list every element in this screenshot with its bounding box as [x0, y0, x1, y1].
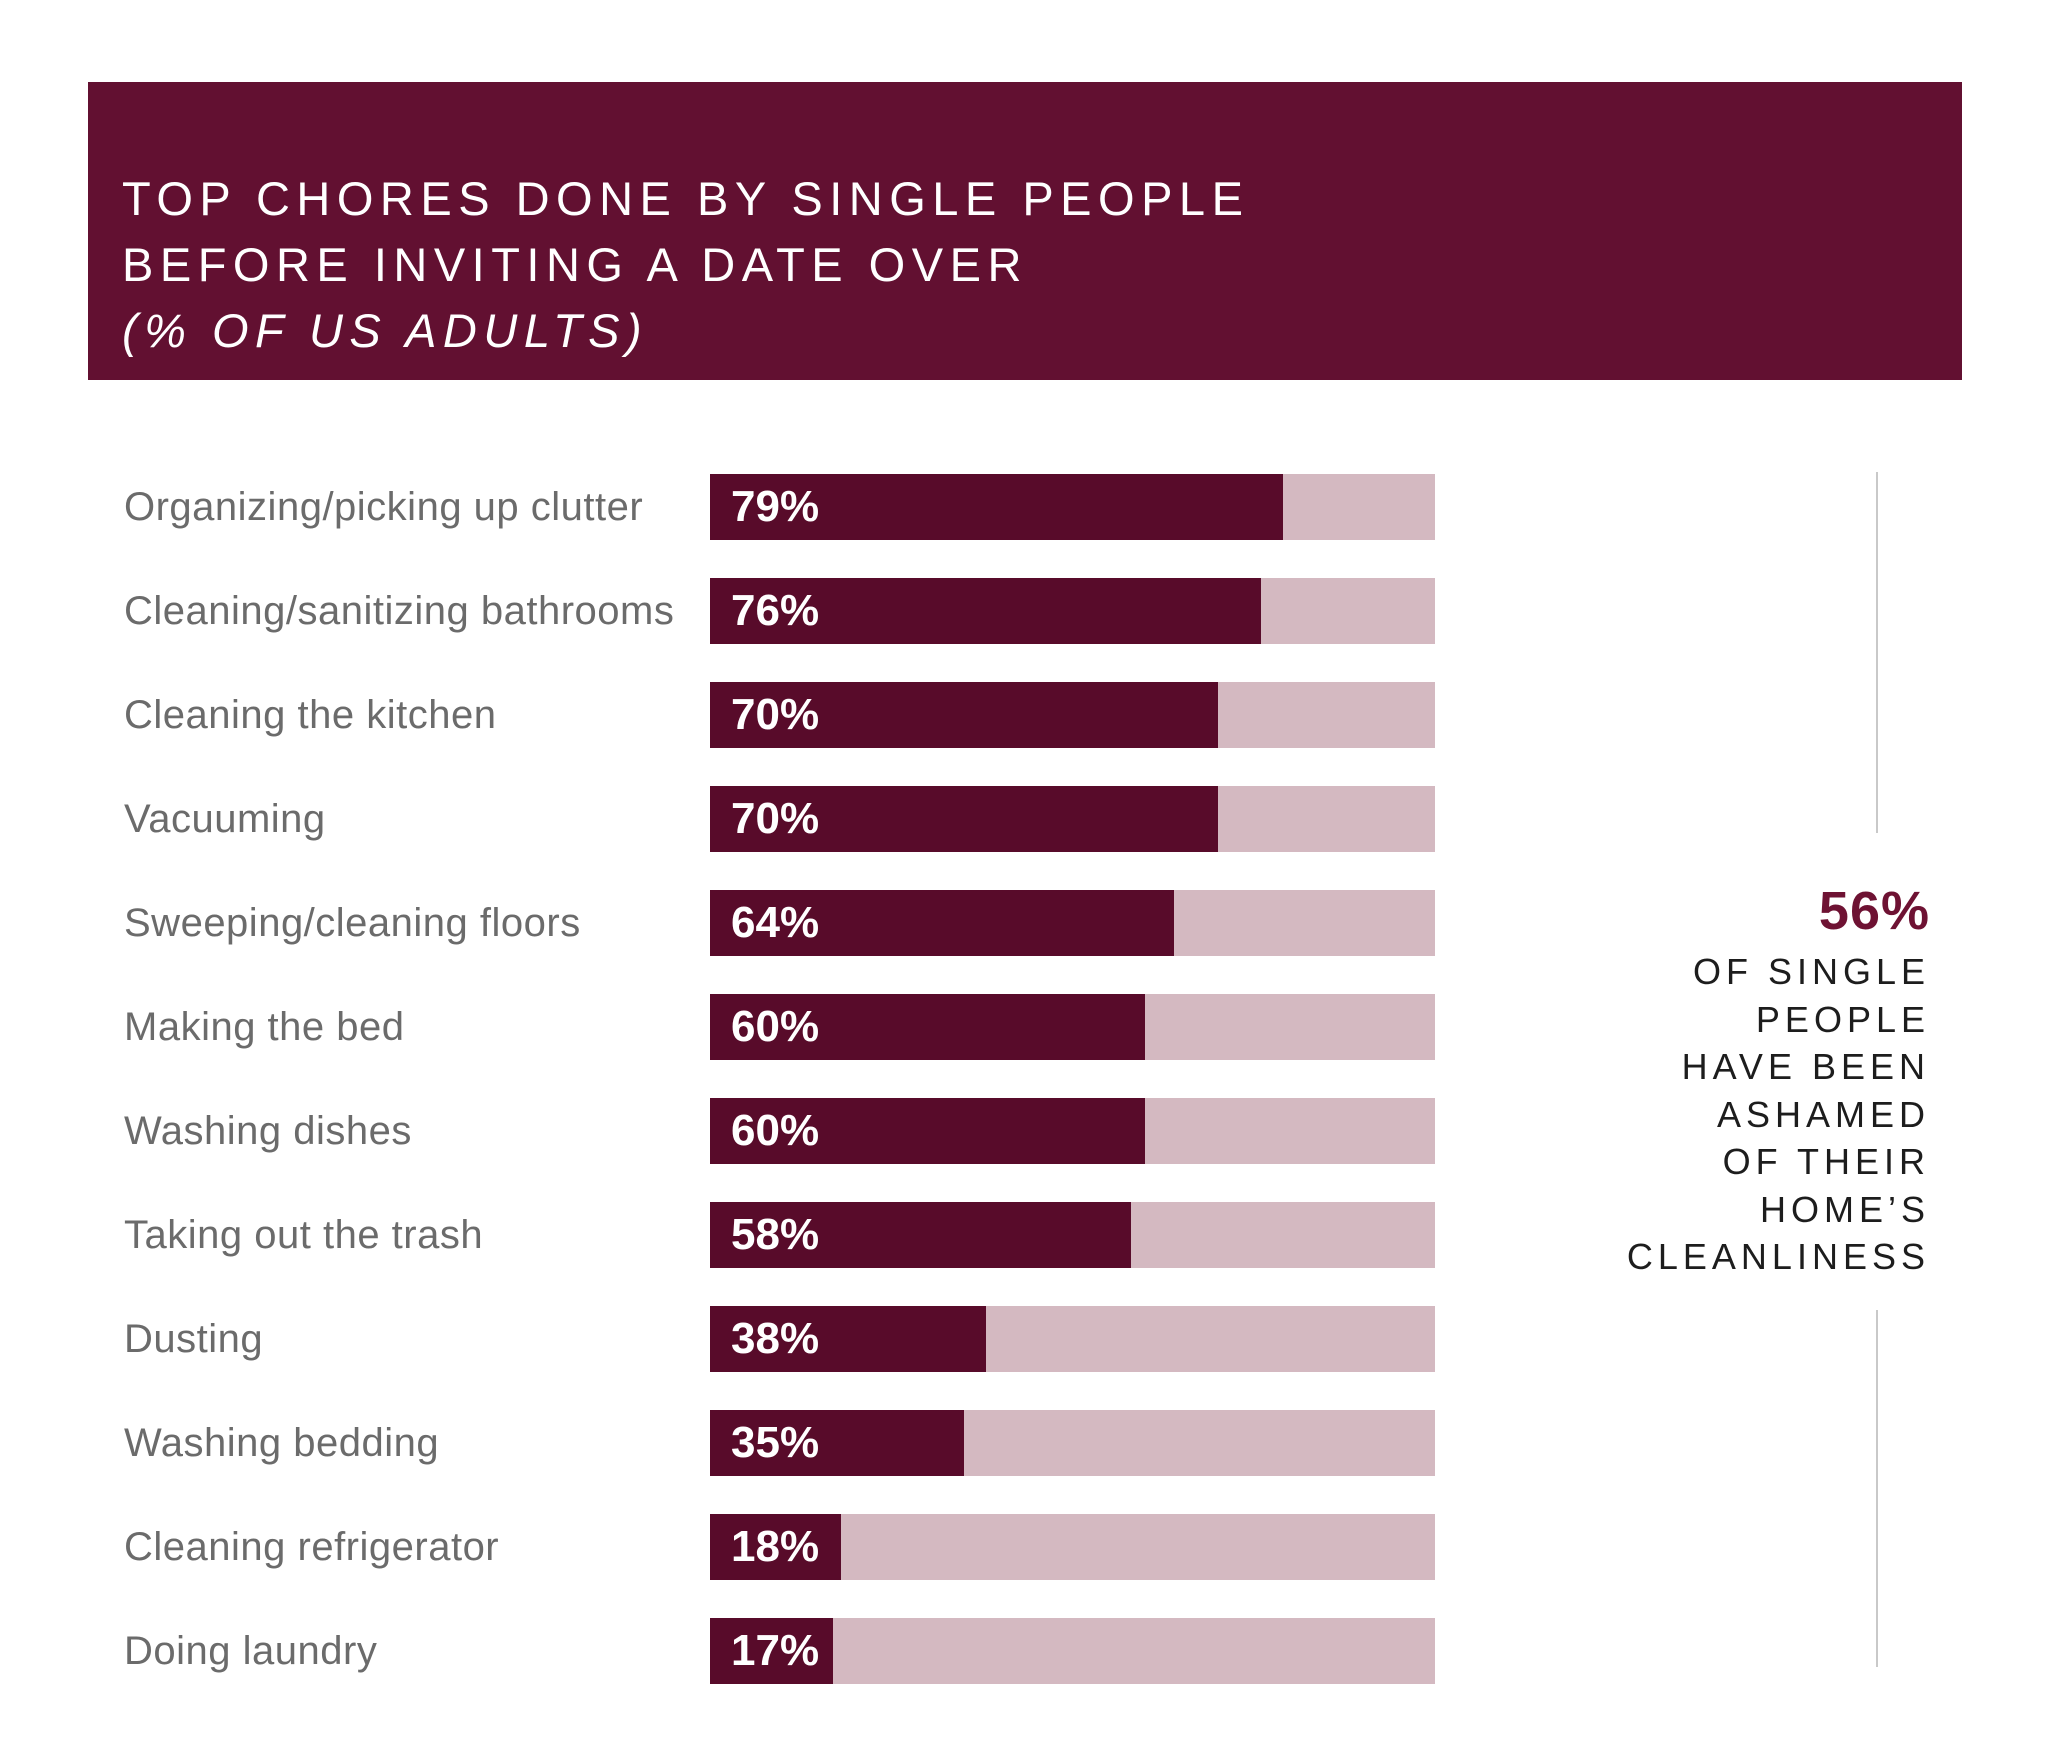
bar-fill: 60% — [710, 1098, 1145, 1164]
header-banner: TOP CHORES DONE BY SINGLE PEOPLE BEFORE … — [88, 82, 1962, 380]
bar-fill: 76% — [710, 578, 1261, 644]
category-label: Washing dishes — [124, 1108, 412, 1153]
page-subtitle: (% OF US ADULTS) — [122, 304, 649, 357]
bar-fill: 38% — [710, 1306, 986, 1372]
callout-line: OF SINGLE — [1692, 951, 1930, 992]
category-label: Sweeping/cleaning floors — [124, 900, 581, 945]
bar-value-label: 64% — [731, 898, 820, 947]
chart-row: Washing dishes 60% — [124, 1098, 1435, 1164]
callout-line: CLEANLINESS — [1626, 1236, 1930, 1277]
bar-value-label: 17% — [731, 1626, 820, 1675]
bar-track: 18% — [710, 1514, 1435, 1580]
callout-line: OF THEIR — [1722, 1141, 1930, 1182]
chart-row: Making the bed 60% — [124, 994, 1435, 1060]
bar-track: 70% — [710, 786, 1435, 852]
chart-row: Cleaning the kitchen 70% — [124, 682, 1435, 748]
bar-track: 35% — [710, 1410, 1435, 1476]
bar-track: 79% — [710, 474, 1435, 540]
bar-fill: 79% — [710, 474, 1283, 540]
category-label: Cleaning refrigerator — [124, 1524, 500, 1569]
bar-value-label: 70% — [731, 690, 820, 739]
bar-value-label: 70% — [731, 794, 820, 843]
chart-row: Vacuuming 70% — [124, 786, 1435, 852]
category-label: Making the bed — [124, 1004, 405, 1049]
bar-track: 60% — [710, 1098, 1435, 1164]
callout-line: PEOPLE — [1755, 998, 1930, 1040]
bar-chart: Organizing/picking up clutter 79% Cleaning… — [124, 474, 1435, 1684]
bar-value-label: 38% — [731, 1314, 820, 1363]
category-label: Washing bedding — [124, 1420, 440, 1465]
callout-line: HAVE BEEN — [1681, 1046, 1930, 1087]
bar-fill: 35% — [710, 1410, 964, 1476]
bar-track: 64% — [710, 890, 1435, 956]
chart-row: Organizing/picking up clutter 79% — [124, 474, 1435, 540]
bar-track: 76% — [710, 578, 1435, 644]
callout-line: HOME’S — [1759, 1188, 1930, 1230]
bar-value-label: 79% — [731, 482, 820, 531]
bar-fill: 70% — [710, 786, 1218, 852]
bar-track: 17% — [710, 1618, 1435, 1684]
chart-row: Cleaning refrigerator 18% — [124, 1514, 1435, 1580]
bar-fill: 58% — [710, 1202, 1131, 1268]
chart-row: Dusting 38% — [124, 1306, 1435, 1372]
chart-row: Sweeping/cleaning floors 64% — [124, 890, 1435, 956]
bar-track: 70% — [710, 682, 1435, 748]
bar-value-label: 60% — [731, 1002, 820, 1051]
bar-track: 38% — [710, 1306, 1435, 1372]
bar-track: 58% — [710, 1202, 1435, 1268]
bar-value-label: 76% — [731, 586, 820, 635]
category-label: Organizing/picking up clutter — [124, 484, 644, 529]
chart-row: Cleaning/sanitizing bathrooms 76% — [124, 578, 1435, 644]
vertical-rule-bottom — [1876, 1310, 1878, 1667]
bar-fill: 60% — [710, 994, 1145, 1060]
category-label: Vacuuming — [124, 796, 326, 841]
bar-fill: 17% — [710, 1618, 834, 1684]
bar-value-label: 60% — [731, 1106, 820, 1155]
page-title-line-1: TOP CHORES DONE BY SINGLE PEOPLE — [122, 172, 1250, 225]
chart-row: Taking out the trash 58% — [124, 1202, 1435, 1268]
chart-row: Doing laundry 17% — [124, 1618, 1435, 1684]
vertical-rule-top — [1876, 472, 1878, 833]
bar-fill: 64% — [710, 890, 1174, 956]
page-title-line-2: BEFORE INVITING A DATE OVER — [122, 238, 1028, 291]
callout-line: ASHAMED — [1716, 1093, 1930, 1135]
bar-fill: 18% — [710, 1514, 841, 1580]
category-label: Cleaning the kitchen — [124, 692, 497, 737]
bar-track: 60% — [710, 994, 1435, 1060]
category-label: Doing laundry — [124, 1628, 378, 1673]
category-label: Taking out the trash — [124, 1212, 484, 1257]
bar-value-label: 58% — [731, 1210, 820, 1259]
bar-value-label: 18% — [731, 1522, 820, 1571]
bar-fill: 70% — [710, 682, 1218, 748]
category-label: Dusting — [124, 1316, 264, 1361]
callout-stat: 56% — [1818, 881, 1930, 941]
chart-row: Washing bedding 35% — [124, 1410, 1435, 1476]
callout: 56% OF SINGLE PEOPLE HAVE BEEN ASHAMED O… — [1510, 882, 1930, 1281]
bar-value-label: 35% — [731, 1418, 820, 1467]
category-label: Cleaning/sanitizing bathrooms — [124, 588, 675, 633]
